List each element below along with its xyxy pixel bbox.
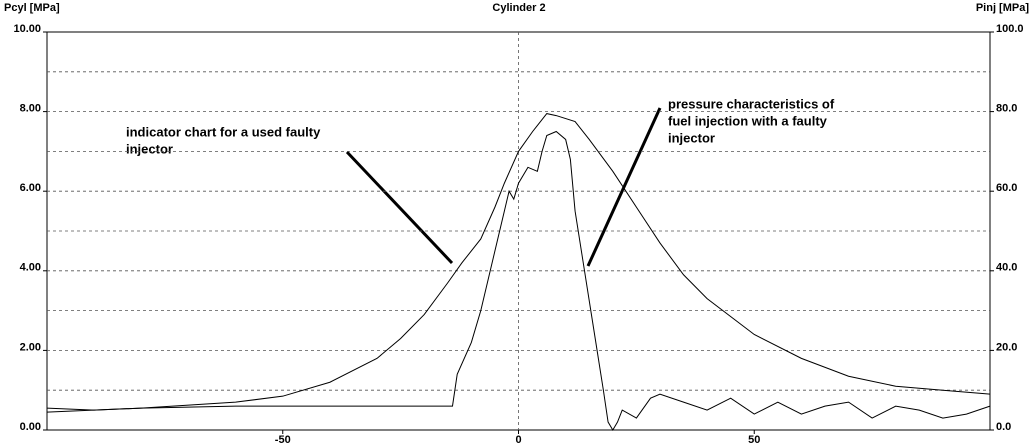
- x-tick-label: 50: [748, 434, 760, 446]
- y-tick-label: 4.00: [20, 262, 41, 274]
- y-tick-label: 0.00: [20, 421, 41, 433]
- annotation: pressure characteristics of: [668, 96, 835, 111]
- line-series: [46, 130, 991, 431]
- y2-tick-label: 0.0: [996, 421, 1011, 433]
- annotation: fuel injection with a faulty: [668, 113, 828, 128]
- annotation: injector: [126, 141, 173, 156]
- x-tick-label: 0: [515, 434, 521, 446]
- y2-axis-label: Pinj [MPa]: [976, 2, 1030, 14]
- y-axis-label: Pcyl [MPa]: [4, 2, 60, 14]
- annotation: injector: [668, 130, 715, 145]
- y2-tick-label: 80.0: [996, 103, 1017, 115]
- y2-tick-label: 100.0: [996, 23, 1024, 35]
- y-tick-label: 6.00: [20, 182, 41, 194]
- x-tick-label: -50: [275, 434, 291, 446]
- y2-tick-label: 60.0: [996, 182, 1017, 194]
- y2-tick-label: 20.0: [996, 341, 1017, 353]
- leader-line: [345, 150, 454, 265]
- y-tick-label: 2.00: [20, 341, 41, 353]
- y-tick-label: 10.00: [13, 23, 41, 35]
- y-tick-label: 8.00: [20, 103, 41, 115]
- leader-line: [586, 107, 662, 267]
- line-series: [46, 113, 991, 413]
- chart-title: Cylinder 2: [492, 2, 545, 14]
- y2-tick-label: 40.0: [996, 262, 1017, 274]
- annotation: indicator chart for a used faulty: [126, 124, 321, 139]
